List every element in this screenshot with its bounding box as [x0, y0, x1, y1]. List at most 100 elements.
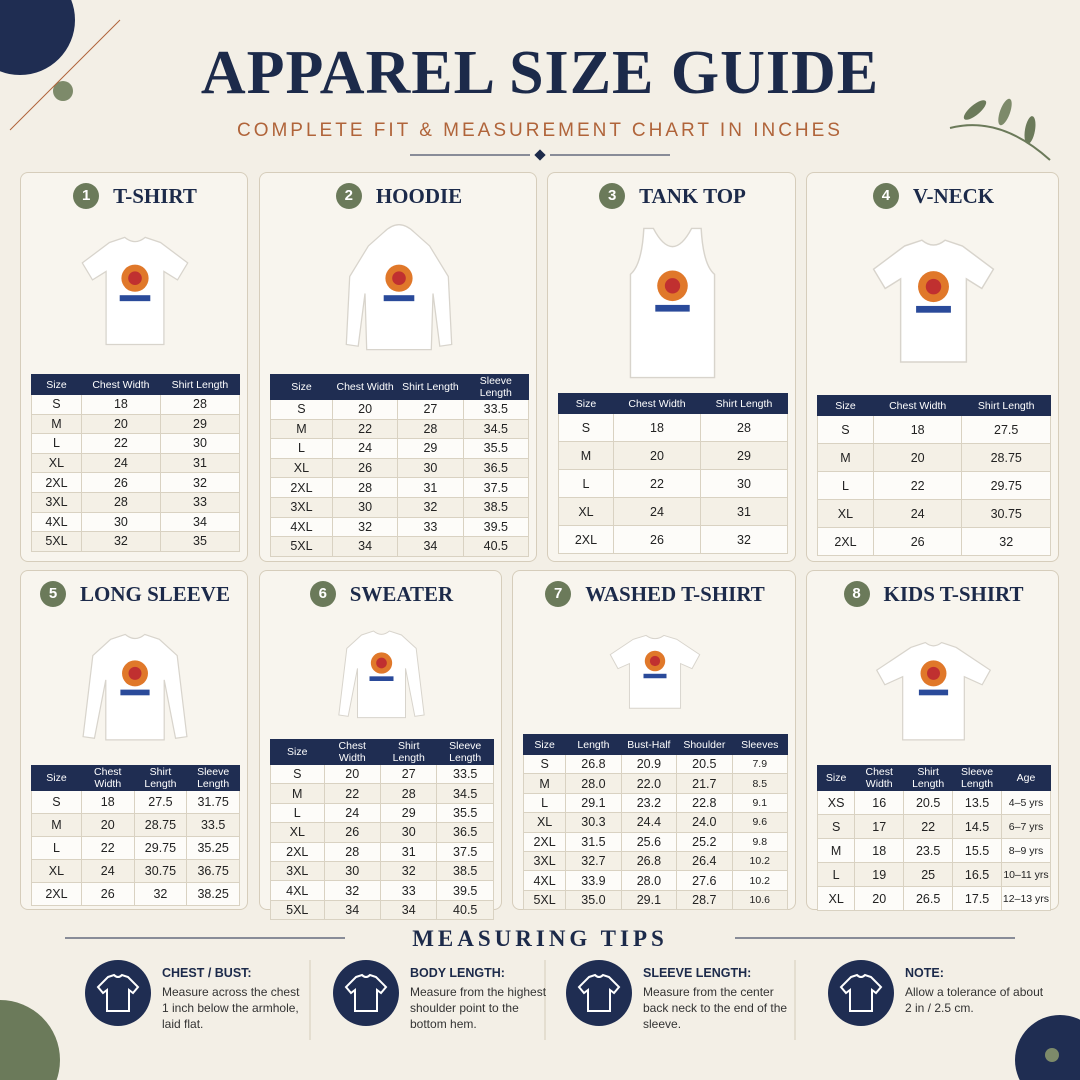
table-cell: L	[270, 438, 333, 459]
column-header: Size	[270, 374, 333, 400]
table-cell: XL	[31, 452, 82, 474]
table-cell: 30	[323, 860, 382, 882]
table-cell: 34.5	[462, 418, 529, 440]
table-cell: 35	[159, 531, 240, 552]
table-row: 2XL 28 31 37.5	[270, 477, 529, 498]
garment-image	[609, 634, 701, 709]
table-cell: 40.5	[436, 899, 494, 921]
table-cell: 2XL	[558, 525, 614, 554]
table-cell: 5XL	[270, 536, 333, 557]
table-cell: 30	[331, 496, 399, 518]
table-row: S 18 27.5 31.75	[31, 790, 240, 814]
table-cell: 3XL	[270, 496, 333, 518]
card-title: KIDS T-SHIRT	[883, 581, 1024, 606]
table-cell: 34	[159, 511, 240, 533]
table-cell: 32	[699, 525, 788, 554]
card-number: 7	[545, 581, 572, 607]
table-row: 5XL 34 34 40.5	[270, 899, 494, 921]
table-row: M 20 28.75	[817, 443, 1051, 472]
table-cell: 26	[80, 472, 161, 493]
table-cell: XL	[816, 886, 856, 911]
table-cell: 32	[331, 516, 399, 538]
card-title: WASHED T-SHIRT	[585, 581, 765, 606]
card-header: 7 WASHED T-SHIRT	[513, 581, 797, 607]
table-cell: L	[817, 471, 874, 500]
card-number: 1	[73, 183, 100, 209]
card-title: LONG SLEEVE	[80, 581, 230, 606]
table-cell: 25.6	[620, 831, 678, 852]
table-row: L 24 29 35.5	[270, 802, 494, 824]
header-row: Size Chest Width Shirt Length	[558, 393, 788, 414]
table-cell: 21.7	[676, 773, 733, 794]
table-cell: 35.5	[462, 438, 529, 459]
table-cell: 6–7 yrs	[1001, 814, 1051, 839]
table-cell: 27	[397, 399, 464, 420]
table-cell: 20	[872, 443, 963, 472]
tip-icon	[85, 960, 151, 1026]
garment-image	[629, 227, 716, 379]
table-cell: L	[31, 433, 82, 454]
column-header: Size	[816, 765, 856, 791]
table-row: 2XL 26 32	[558, 525, 788, 554]
table-cell: 37.5	[436, 841, 494, 862]
table-cell: 9.6	[731, 812, 788, 833]
table-row: S 18 28	[31, 394, 240, 415]
table-cell: 30	[159, 433, 240, 454]
card-header: 6 SWEATER	[260, 581, 503, 607]
table-cell: 20.5	[903, 790, 954, 815]
table-cell: 34.5	[436, 783, 494, 804]
table-cell: 22	[80, 433, 161, 454]
table-row: 4XL 33.9 28.0 27.6 10.2	[522, 870, 788, 891]
table-row: XL 24 31	[31, 452, 240, 474]
size-table: Size Chest Width Shirt Length S 18 28 M 20 29 L 22…	[558, 393, 788, 554]
table-cell: 30.3	[565, 812, 622, 833]
table-row: 3XL 30 32 38.5	[270, 496, 529, 518]
card-header: 5 LONG SLEEVE	[21, 581, 249, 607]
table-cell: L	[558, 469, 614, 498]
table-row: L 22 30	[558, 469, 788, 498]
tips-title: MEASURING TIPS	[412, 926, 668, 951]
card-number: 5	[40, 581, 67, 607]
column-header: Size	[817, 395, 874, 416]
table-cell: 20	[80, 413, 161, 435]
table-cell: 2XL	[31, 472, 82, 493]
table-cell: 17.5	[952, 886, 1003, 911]
table-row: XL 26 30 36.5	[270, 822, 494, 843]
table-cell: XL	[270, 457, 333, 479]
table-cell: M	[31, 813, 82, 837]
table-cell: 24	[80, 452, 161, 474]
table-row: M 22 28 34.5	[270, 418, 529, 440]
tip-text: Allow a tolerance of about 2 in / 2.5 cm…	[905, 985, 1044, 1015]
table-cell: 4XL	[31, 511, 82, 533]
table-cell: M	[270, 418, 333, 440]
table-row: L 22 30	[31, 433, 240, 454]
table-cell: 29.75	[961, 471, 1051, 500]
table-row: XL 20 26.5 17.5 12–13 yrs	[816, 886, 1051, 911]
column-header: Sleeve Length	[186, 765, 240, 791]
table-cell: 31	[159, 452, 240, 474]
table-cell: 35.5	[436, 802, 494, 824]
table-cell: 33	[397, 516, 464, 538]
size-card: 6 SWEATER Size Chest Width Shirt Length Sleev…	[259, 570, 503, 921]
table-cell: 34	[323, 899, 382, 921]
table-row: XL 30.3 24.4 24.0 9.6	[522, 812, 788, 833]
table-cell: 22	[323, 783, 382, 804]
table-row: 3XL 28 33	[31, 491, 240, 513]
table-row: L 19 25 16.5 10–11 yrs	[816, 862, 1051, 887]
column-header: Sleeve Length	[436, 739, 494, 765]
table-row: 2XL 26 32	[31, 472, 240, 493]
table-row: M 20 29	[31, 413, 240, 435]
table-cell: 22	[80, 836, 135, 860]
table-cell: 27.5	[961, 415, 1051, 444]
title: APPAREL SIZE GUIDE	[200, 39, 880, 107]
table-cell: L	[522, 792, 567, 814]
table-cell: 29	[159, 413, 240, 435]
table-row: M 28.0 22.0 21.7 8.5	[522, 773, 788, 794]
card-number: 3	[599, 183, 626, 209]
table-cell: 24	[331, 438, 399, 459]
table-cell: 31	[379, 841, 438, 862]
table-cell: 9.1	[731, 792, 788, 814]
column-header: Sleeve Length	[952, 765, 1003, 791]
table-cell: 34	[331, 536, 399, 557]
